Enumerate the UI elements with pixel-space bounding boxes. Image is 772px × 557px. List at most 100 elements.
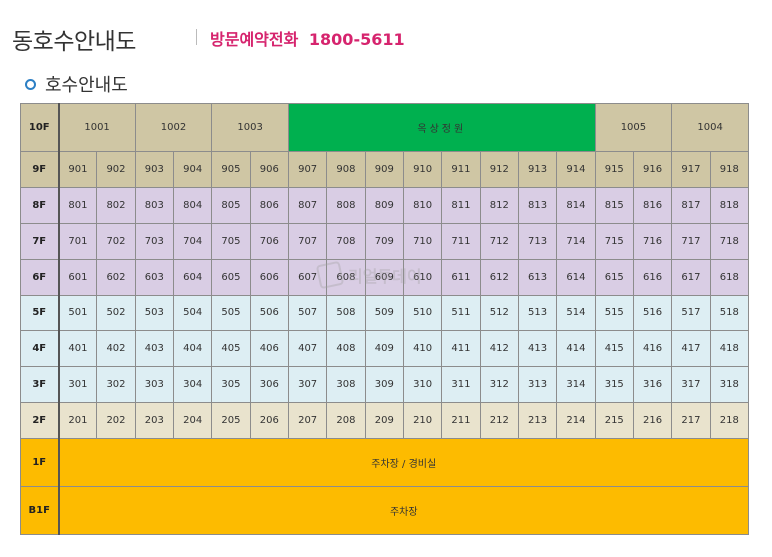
unit-cell: 501 (57, 294, 98, 332)
unit-cell: 610 (402, 258, 443, 296)
section-title: 호수안내도 (45, 75, 128, 96)
floor-label: 8F (20, 186, 60, 224)
unit-cell: 316 (632, 366, 673, 404)
unit-cell: 705 (211, 222, 251, 260)
unit-cell: 716 (632, 222, 673, 260)
header-divider (196, 29, 197, 45)
unit-cell: 405 (211, 330, 251, 368)
unit-cell: 514 (556, 294, 596, 332)
unit-cell: 315 (594, 366, 634, 404)
unit-cell: 915 (594, 150, 634, 188)
unit-cell: 215 (594, 402, 634, 440)
unit-cell: 518 (709, 294, 750, 332)
unit-cell: 709 (364, 222, 404, 260)
unit-cell: 208 (326, 402, 366, 440)
unit-cell: 911 (441, 150, 481, 188)
unit-cell: 818 (709, 186, 750, 224)
floor-label: 10F (20, 103, 60, 152)
unit-cell: 214 (556, 402, 596, 440)
unit-cell: 402 (96, 330, 136, 368)
unit-cell: 313 (517, 366, 558, 404)
unit-cell: 710 (402, 222, 443, 260)
unit-cell: 613 (517, 258, 558, 296)
unit-cell: 304 (172, 366, 213, 404)
circle-bullet-icon (25, 78, 36, 90)
unit-cell: 202 (96, 402, 136, 440)
reservation-phone[interactable]: 방문예약전화 1800-5611 (210, 26, 405, 50)
unit-cell: 813 (517, 186, 558, 224)
unit-cell: 516 (632, 294, 673, 332)
floor-row: 8F 801 802 803 804 805 806 807 808 809 810 811 812 81… (20, 186, 750, 224)
unit-cell: 201 (57, 402, 98, 440)
unit-cell: 909 (364, 150, 404, 188)
unit-cell: 308 (326, 366, 366, 404)
unit-cell: 615 (594, 258, 634, 296)
unit-cell: 403 (134, 330, 174, 368)
unit-cell: 515 (594, 294, 634, 332)
unit-cell: 211 (441, 402, 481, 440)
rooftop-garden-cell: 옥상정원 (287, 103, 596, 152)
unit-cell: 408 (326, 330, 366, 368)
unit-cell: 602 (96, 258, 136, 296)
facility-cell: 주차장 / 경비실 (58, 438, 749, 487)
unit-cell: 307 (287, 366, 328, 404)
unit-cell: 614 (556, 258, 596, 296)
unit-cell: 706 (249, 222, 289, 260)
unit-cell: 217 (671, 402, 711, 440)
unit-cell: 805 (211, 186, 251, 224)
unit-cell: 601 (57, 258, 98, 296)
unit-cell: 717 (671, 222, 711, 260)
unit-cell: 913 (517, 150, 558, 188)
unit-cell: 808 (326, 186, 366, 224)
unit-cell: 309 (364, 366, 404, 404)
unit-cell: 707 (287, 222, 328, 260)
unit-cell: 1005 (594, 103, 673, 152)
unit-cell: 317 (671, 366, 711, 404)
unit-cell: 609 (364, 258, 404, 296)
unit-cell: 611 (441, 258, 481, 296)
unit-cell: 302 (96, 366, 136, 404)
unit-cell: 301 (57, 366, 98, 404)
unit-cell: 218 (709, 402, 750, 440)
unit-cell: 604 (172, 258, 213, 296)
unit-cell: 607 (287, 258, 328, 296)
unit-cell: 618 (709, 258, 750, 296)
unit-cell: 401 (57, 330, 98, 368)
floor-row: 3F 301 302 303 304 305 306 307 308 309 310 311 312 31… (20, 366, 750, 404)
unit-cell: 603 (134, 258, 174, 296)
unit-cell: 506 (249, 294, 289, 332)
unit-cell: 809 (364, 186, 404, 224)
floor-row: 2F 201 202 203 204 205 206 207 208 209 210 211 212 21… (20, 402, 750, 440)
unit-cell: 904 (172, 150, 213, 188)
unit-cell: 206 (249, 402, 289, 440)
floor-label: 2F (20, 402, 60, 440)
unit-cell: 510 (402, 294, 443, 332)
unit-cell: 418 (709, 330, 750, 368)
unit-cell: 914 (556, 150, 596, 188)
floor-label: B1F (20, 486, 60, 535)
floor-row: 1F 주차장 / 경비실 (20, 438, 749, 487)
unit-cell: 908 (326, 150, 366, 188)
unit-cell: 303 (134, 366, 174, 404)
unit-cell: 810 (402, 186, 443, 224)
unit-cell: 801 (57, 186, 98, 224)
floor-row: 10F 1001 1002 1003 옥상정원 1005 1004 (20, 103, 749, 152)
unit-cell: 412 (479, 330, 519, 368)
unit-cell: 916 (632, 150, 673, 188)
floor-row: 4F 401 402 403 404 405 406 407 408 409 410 411 412 41… (20, 330, 750, 368)
floor-label: 9F (20, 150, 60, 188)
unit-cell: 715 (594, 222, 634, 260)
unit-cell: 903 (134, 150, 174, 188)
unit-cell: 1001 (58, 103, 136, 152)
unit-cell: 417 (671, 330, 711, 368)
floor-row: 7F 701 702 703 704 705 706 707 708 709 710 711 712 71… (20, 222, 750, 260)
unit-cell: 305 (211, 366, 251, 404)
unit-cell: 517 (671, 294, 711, 332)
unit-cell: 907 (287, 150, 328, 188)
unit-cell: 507 (287, 294, 328, 332)
unit-cell: 814 (556, 186, 596, 224)
unit-cell: 509 (364, 294, 404, 332)
unit-cell: 1002 (134, 103, 213, 152)
unit-cell: 502 (96, 294, 136, 332)
unit-cell: 817 (671, 186, 711, 224)
